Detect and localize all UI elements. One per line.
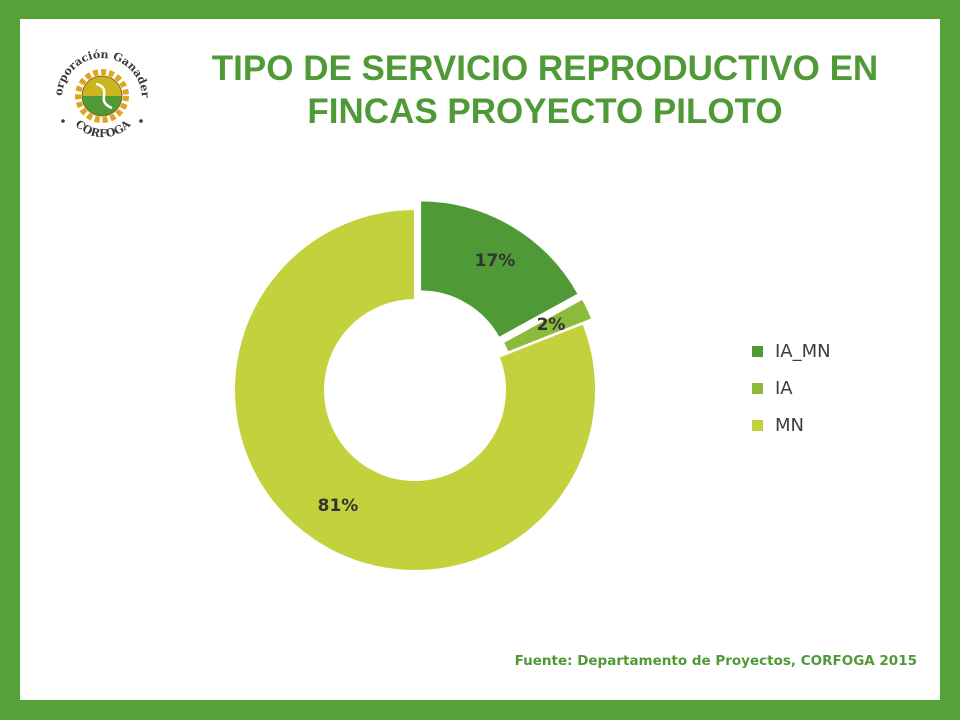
legend-label: IA_MN xyxy=(775,341,831,362)
legend-label: MN xyxy=(775,415,804,436)
data-label-ia: 2% xyxy=(537,315,566,335)
legend-item-ia-mn: IA_MN xyxy=(752,333,831,370)
donut-chart: 17% 2% 81% xyxy=(233,199,597,572)
data-label-mn: 81% xyxy=(318,496,359,516)
title-line-1: TIPO DE SERVICIO REPRODUCTIVO EN xyxy=(211,49,879,88)
page-title: TIPO DE SERVICIO REPRODUCTIVO EN FINCAS … xyxy=(180,47,910,133)
legend-swatch xyxy=(752,420,763,431)
donut-slice-ia-mn xyxy=(419,199,581,340)
legend-swatch xyxy=(752,346,763,357)
data-label-ia-mn: 17% xyxy=(475,251,516,271)
corfoga-logo: Corporación Ganadera CORFOGA xyxy=(46,38,152,141)
title-line-2: FINCAS PROYECTO PILOTO xyxy=(307,92,783,131)
legend-item-mn: MN xyxy=(752,407,831,444)
slide: Corporación Ganadera CORFOGA TIPO DE SER… xyxy=(20,19,940,700)
legend-label: IA xyxy=(775,378,793,399)
chart-legend: IA_MN IA MN xyxy=(752,333,831,444)
donut-slice-mn xyxy=(233,207,597,572)
svg-text:CORFOGA: CORFOGA xyxy=(73,117,134,140)
legend-item-ia: IA xyxy=(752,370,831,407)
legend-swatch xyxy=(752,383,763,394)
logo-text-bottom: CORFOGA xyxy=(73,117,134,140)
source-note: Fuente: Departamento de Proyectos, CORFO… xyxy=(514,653,917,669)
